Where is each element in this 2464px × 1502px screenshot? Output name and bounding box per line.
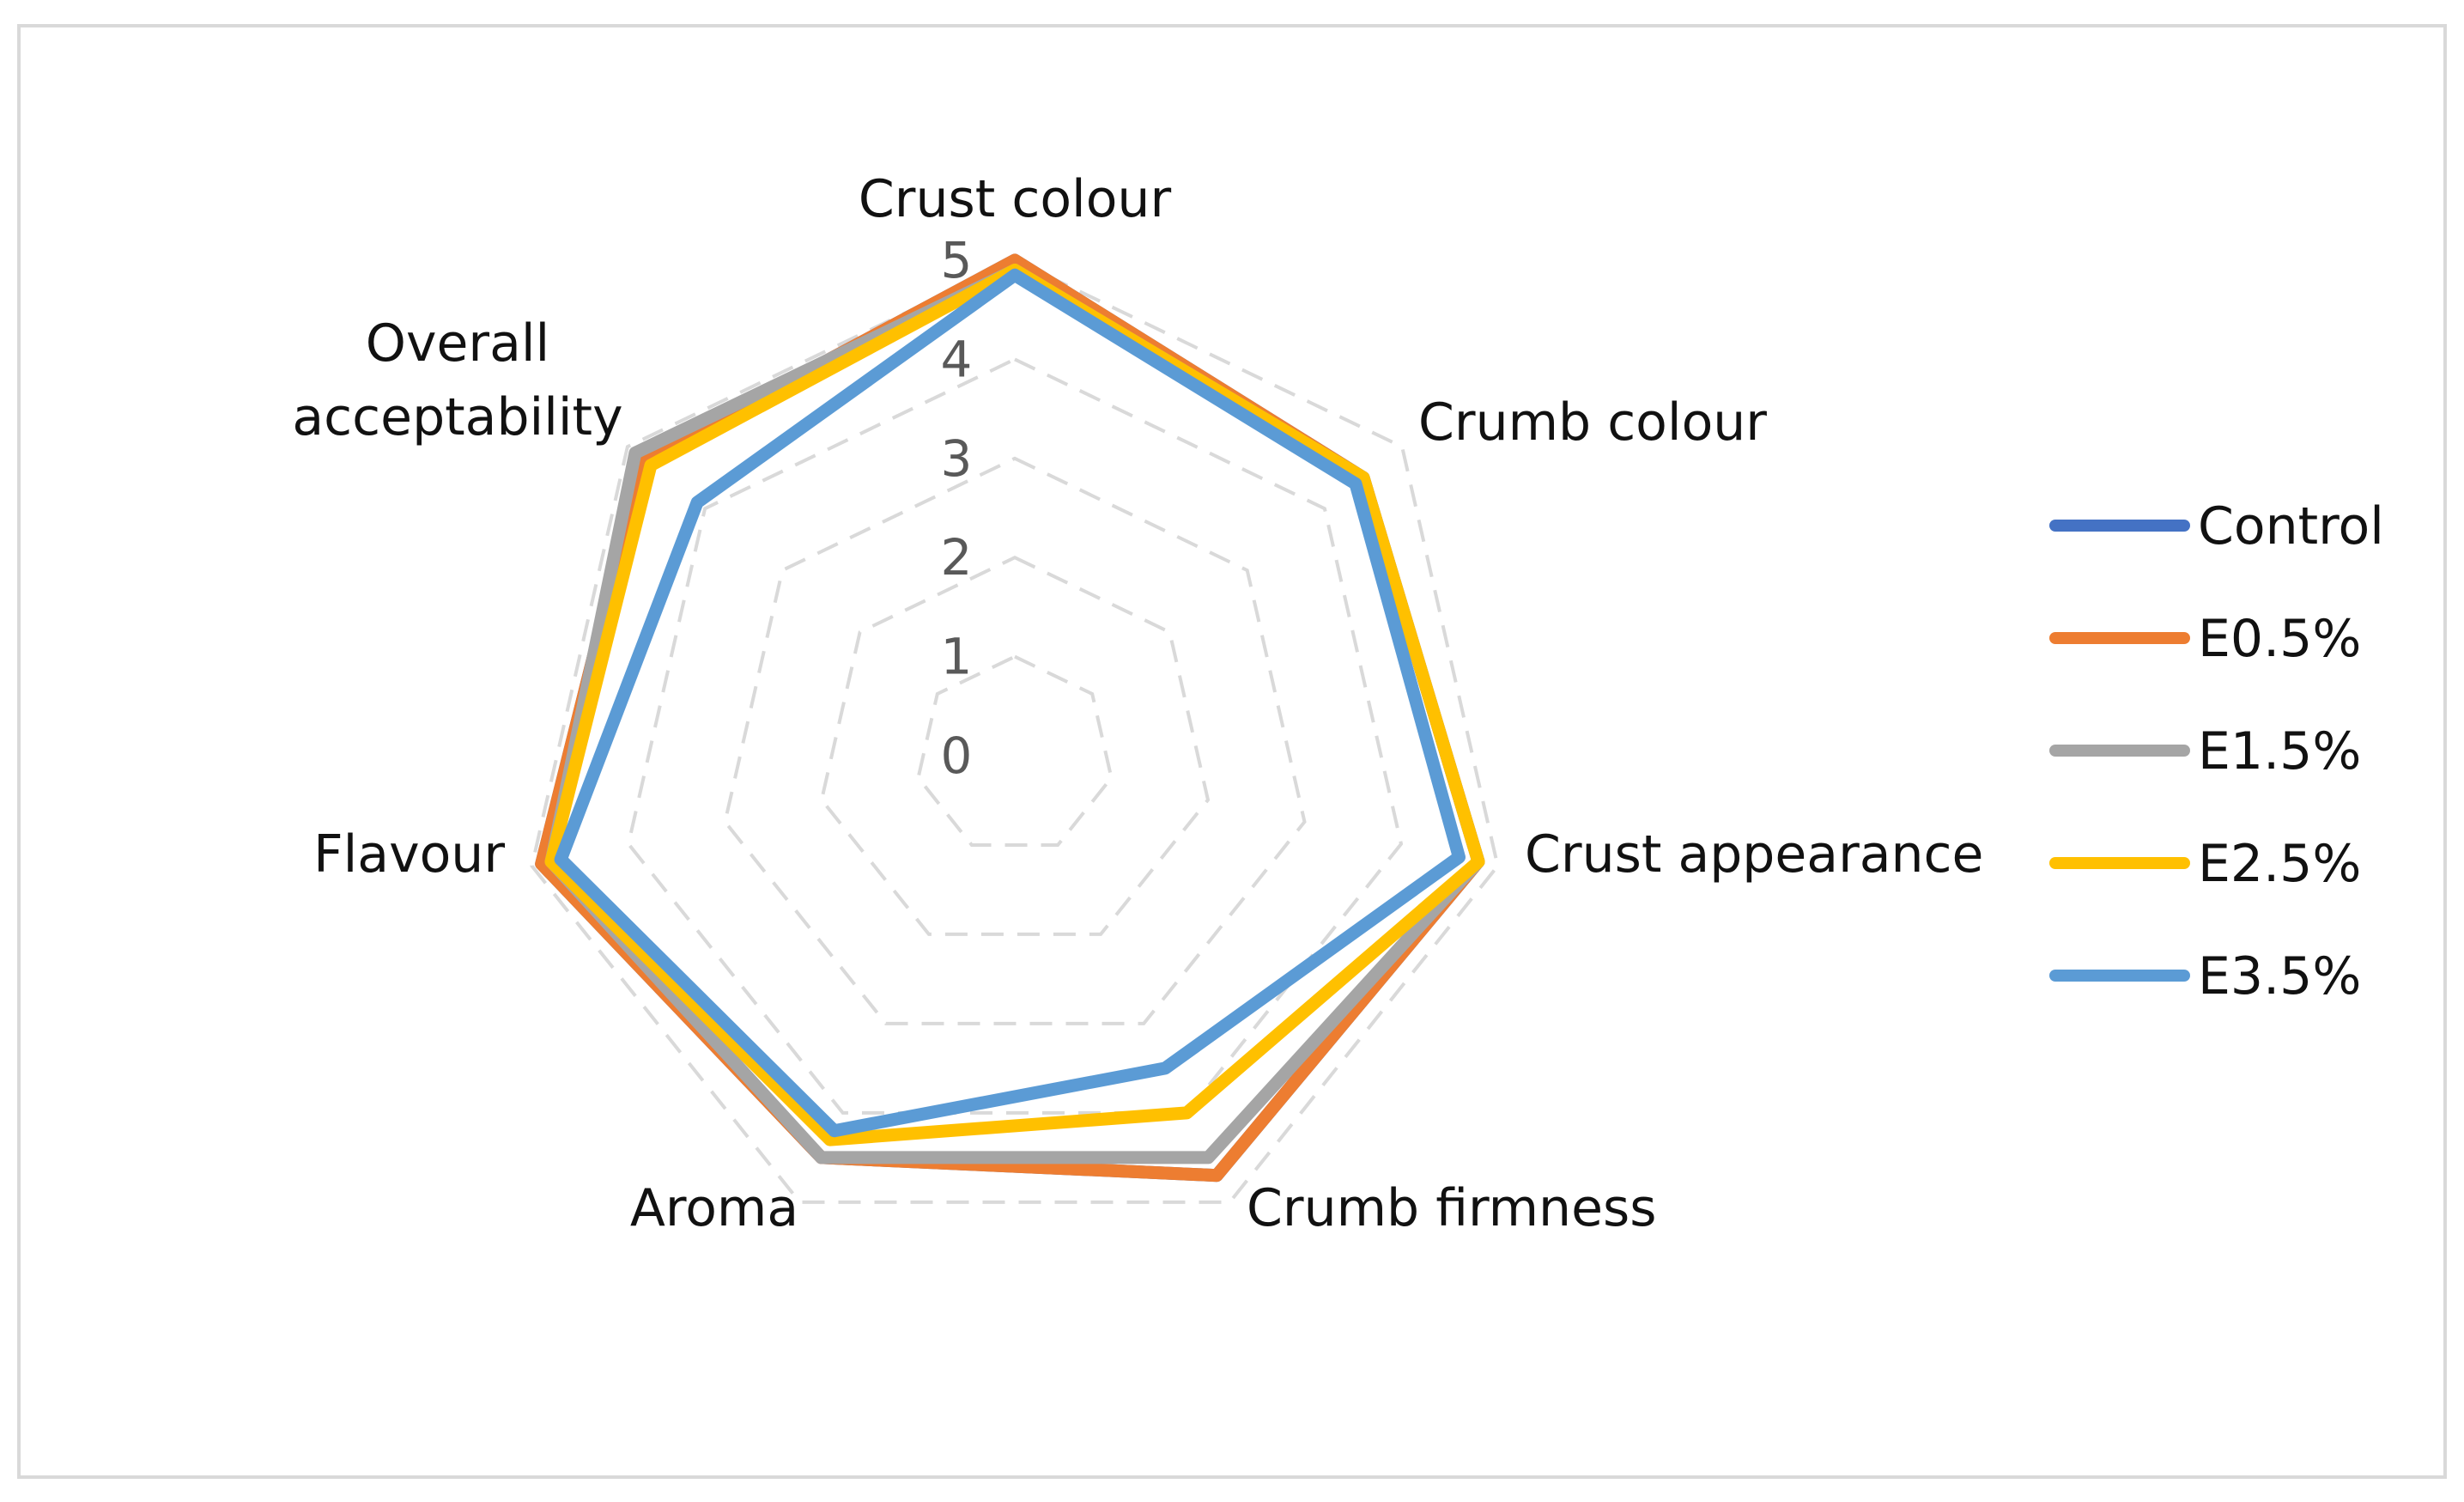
chart-frame: 0 1 2 3 4 5 Crust colour Crumb colour Crust app… — [17, 24, 2447, 1479]
tick-label: 1 — [941, 628, 973, 686]
legend-label: Control — [2198, 496, 2384, 556]
axis-label: Crumb colour — [1418, 392, 1767, 453]
tick-label: 5 — [941, 231, 973, 289]
legend: Control E0.5% E1.5% E2.5% E3.5% — [2049, 496, 2384, 1006]
grid-ring-2 — [819, 555, 1211, 936]
tick-label: 4 — [941, 330, 973, 388]
legend-label: E2.5% — [2198, 834, 2361, 894]
tick-label: 2 — [941, 528, 973, 587]
axis-label-layer: Crust colour Crumb colour Crust appearance… — [292, 169, 1983, 1238]
radar-chart: 0 1 2 3 4 5 Crust colour Crumb colour Crust app… — [292, 169, 2384, 1238]
axis-label: Aroma — [630, 1178, 798, 1238]
legend-label: E3.5% — [2198, 946, 2361, 1006]
grid-ring-5 — [530, 258, 1500, 1204]
tick-label: 0 — [941, 727, 973, 785]
grid-layer — [530, 258, 1500, 1204]
axis-label: Crumb firmness — [1247, 1178, 1657, 1238]
legend-label: E1.5% — [2198, 721, 2361, 781]
grid-ring-1 — [916, 654, 1114, 847]
series-line-1 — [535, 253, 1485, 1183]
axis-label: Flavour — [313, 824, 505, 885]
legend-label: E0.5% — [2198, 609, 2361, 669]
tick-layer: 0 1 2 3 4 5 — [941, 231, 973, 785]
series-line-4 — [554, 268, 1466, 1138]
axis-label: Overall acceptability — [292, 313, 622, 447]
tick-label: 3 — [941, 429, 973, 488]
series-line-3 — [544, 264, 1485, 1146]
grid-ring-4 — [626, 357, 1404, 1115]
grid-ring-3 — [723, 456, 1307, 1025]
series-layer — [535, 253, 1485, 1183]
axis-label: Crust colour — [859, 169, 1172, 229]
axis-label: Crust appearance — [1525, 824, 1983, 885]
